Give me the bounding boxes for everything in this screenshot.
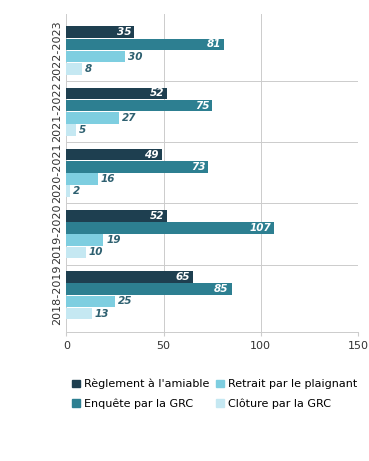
Text: 52: 52 bbox=[150, 89, 165, 98]
Text: 5: 5 bbox=[79, 125, 86, 135]
Text: 81: 81 bbox=[206, 40, 221, 49]
Text: 16: 16 bbox=[100, 174, 115, 184]
Text: 35: 35 bbox=[117, 27, 131, 37]
Bar bbox=[66, 149, 162, 160]
Text: 13: 13 bbox=[94, 308, 109, 319]
Bar bbox=[66, 112, 119, 124]
Bar bbox=[66, 63, 82, 75]
Bar bbox=[66, 247, 86, 258]
Text: 107: 107 bbox=[250, 223, 272, 233]
Bar bbox=[66, 210, 168, 221]
Text: 73: 73 bbox=[191, 162, 206, 172]
Text: 30: 30 bbox=[128, 52, 142, 62]
Bar bbox=[66, 308, 92, 319]
Bar bbox=[66, 185, 70, 197]
Bar bbox=[66, 271, 193, 283]
Bar bbox=[66, 26, 134, 38]
Text: 25: 25 bbox=[118, 296, 132, 306]
Text: 2: 2 bbox=[73, 186, 80, 196]
Legend: Règlement à l'amiable, Enquête par la GRC, Retrait par le plaignant, Clôture par: Règlement à l'amiable, Enquête par la GR… bbox=[72, 379, 358, 409]
Text: 52: 52 bbox=[150, 211, 165, 221]
Text: 85: 85 bbox=[214, 284, 229, 294]
Bar bbox=[66, 173, 97, 185]
Bar bbox=[66, 222, 275, 234]
Bar bbox=[66, 100, 212, 112]
Bar bbox=[66, 51, 125, 62]
Bar bbox=[66, 39, 224, 50]
Bar bbox=[66, 234, 103, 246]
Bar bbox=[66, 284, 232, 295]
Bar bbox=[66, 161, 208, 172]
Bar bbox=[66, 88, 168, 99]
Bar bbox=[66, 124, 76, 136]
Text: 65: 65 bbox=[175, 272, 190, 282]
Text: 8: 8 bbox=[85, 64, 92, 74]
Bar bbox=[66, 296, 115, 307]
Text: 27: 27 bbox=[122, 113, 136, 123]
Text: 19: 19 bbox=[106, 235, 121, 245]
Text: 75: 75 bbox=[195, 100, 209, 111]
Text: 49: 49 bbox=[144, 149, 159, 160]
Text: 10: 10 bbox=[89, 248, 103, 257]
